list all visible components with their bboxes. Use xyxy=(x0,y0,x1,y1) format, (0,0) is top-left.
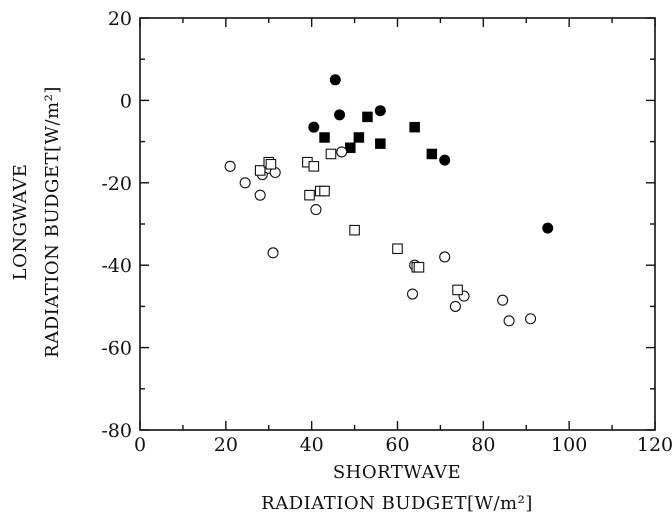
open-circle-point xyxy=(406,288,419,300)
x-tick-label: 80 xyxy=(471,434,495,456)
y-tick-label: -80 xyxy=(101,420,132,442)
x-tick-label: 20 xyxy=(214,434,238,456)
open-square-point xyxy=(392,243,403,255)
x-tick-label: 100 xyxy=(551,434,587,456)
open-square-point xyxy=(308,161,320,172)
x-tick-label: 0 xyxy=(134,434,146,456)
y-tick-label: 0 xyxy=(120,90,132,112)
y-tick-label: 20 xyxy=(108,8,132,30)
open-square-point xyxy=(304,189,315,201)
filled-square-point xyxy=(345,142,356,154)
filled-circle-point xyxy=(334,109,346,121)
open-circle-point xyxy=(503,315,515,327)
y-axis-label-line1: LONGWAVE xyxy=(10,164,31,281)
filled-circle-point xyxy=(374,105,386,117)
open-square-point xyxy=(349,224,360,236)
filled-square-point xyxy=(319,132,330,143)
open-square-point xyxy=(452,284,463,296)
x-axis-label-line1: SHORTWAVE xyxy=(333,462,461,483)
filled-circle-point xyxy=(308,121,320,133)
open-circle-point xyxy=(336,146,348,158)
filled-square-point xyxy=(409,121,420,133)
filled-square-point xyxy=(375,138,386,149)
y-axis-label-line2: RADIATION BUDGET[W/m²] xyxy=(42,86,63,358)
open-circle-point xyxy=(224,160,236,172)
data-points xyxy=(224,74,554,327)
filled-square-point xyxy=(362,111,373,123)
filled-circle-point xyxy=(329,74,341,86)
x-tick-label: 40 xyxy=(300,434,324,456)
open-circle-point xyxy=(497,294,509,306)
filled-circle-point xyxy=(542,222,554,234)
open-square-point xyxy=(413,261,425,273)
tick-labels: 0 20 40 60 80 100 120 20 0 -20 -40 -60 -80 xyxy=(101,8,672,456)
plot-frame xyxy=(139,17,656,431)
open-circle-point xyxy=(449,300,461,312)
open-circle-point xyxy=(254,189,266,201)
axis-ticks xyxy=(139,17,656,431)
open-square-point xyxy=(319,185,330,197)
open-circle-point xyxy=(239,177,251,189)
filled-circle-point xyxy=(439,154,451,166)
x-tick-label: 60 xyxy=(385,434,409,456)
x-axis-label-line2: RADIATION BUDGET[W/m²] xyxy=(261,493,533,514)
open-square-point xyxy=(254,165,266,176)
open-circle-point xyxy=(439,251,451,263)
open-circle-point xyxy=(524,313,537,325)
open-circle-point xyxy=(310,204,322,216)
x-tick-label: 120 xyxy=(637,434,672,456)
y-tick-label: -40 xyxy=(101,255,132,277)
filled-square-point xyxy=(426,148,438,160)
filled-square-point xyxy=(353,132,365,143)
open-square-point xyxy=(325,148,337,160)
y-tick-label: -60 xyxy=(101,338,132,360)
open-circle-point xyxy=(267,247,279,259)
open-square-point xyxy=(265,158,277,170)
y-tick-label: -20 xyxy=(101,173,132,195)
